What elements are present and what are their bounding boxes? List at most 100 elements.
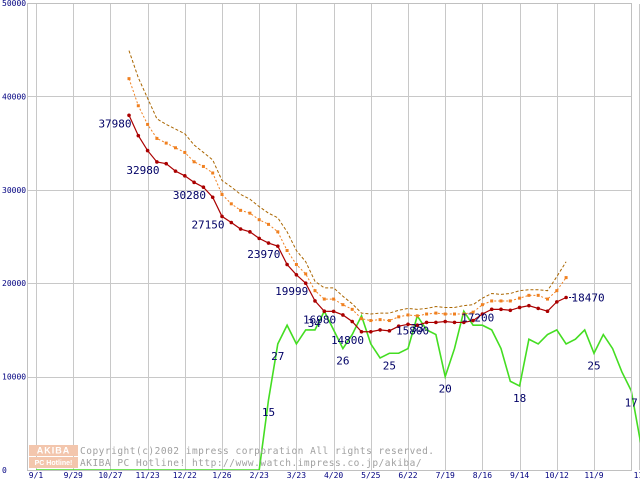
x-axis-ticks: 9/1 9/29 10/27 11/23 12/22 1/26 2/23 3/23 4/20 5/… — [29, 471, 640, 480]
average-price-point — [499, 299, 503, 303]
average-price-point — [294, 263, 298, 267]
average-price-point — [527, 293, 531, 297]
lowest-price-point — [369, 329, 373, 334]
x-tick-label: 3/23 — [287, 471, 306, 480]
x-tick-label: 9/29 — [64, 471, 83, 480]
average-price-point — [276, 230, 280, 234]
average-price-point — [332, 297, 336, 301]
lowest-price-point — [127, 113, 131, 118]
average-price-point — [462, 312, 466, 316]
data-label: 17200 — [461, 311, 494, 324]
average-price-point — [508, 299, 512, 303]
data-label: 27150 — [191, 218, 224, 231]
lowest-price-point — [248, 230, 252, 234]
average-price-point — [155, 136, 159, 140]
data-labels: 37980 32980 30280 27150 23970 19999 16980 14800… — [98, 117, 637, 419]
average-price-point — [406, 313, 410, 317]
lowest-price-point — [480, 312, 485, 316]
x-tick-label: 11/9 — [584, 471, 603, 480]
average-price-point — [369, 319, 373, 323]
lowest-price-point — [238, 227, 243, 231]
data-label: 30280 — [173, 189, 206, 202]
data-label: 34 — [308, 317, 322, 330]
average-price-point — [211, 171, 215, 175]
average-price-point — [304, 272, 308, 276]
average-price-point — [415, 314, 419, 318]
lowest-price-point — [210, 195, 215, 200]
lowest-price-point — [192, 180, 196, 185]
lowest-price-point — [471, 318, 475, 323]
lowest-price-point — [229, 220, 234, 225]
average-price-point — [267, 222, 270, 226]
average-price-point — [434, 311, 438, 315]
y-tick-label: 40000 — [2, 92, 26, 101]
lowest-price-point — [257, 236, 262, 241]
x-tick-label: 2/23 — [250, 471, 269, 480]
x-tick-label: 1/26 — [212, 471, 231, 480]
data-label: 20 — [439, 383, 452, 396]
lowest-price-point — [555, 300, 559, 304]
y-tick-label: 30000 — [2, 186, 26, 195]
lowest-price-point — [285, 262, 289, 267]
lowest-price-point — [350, 319, 355, 324]
lowest-price-point — [155, 160, 159, 164]
x-tick-label: 11/16 — [634, 471, 640, 480]
akiba-logo-text: AKIBA — [37, 446, 71, 456]
y-tick-label: 20000 — [2, 279, 26, 288]
average-price-point — [201, 164, 205, 168]
lowest-price-point — [220, 214, 224, 219]
data-label: 15 — [262, 406, 275, 419]
lowest-price-point — [536, 306, 540, 311]
data-label: 15800 — [396, 324, 429, 337]
lowest-price-point — [517, 305, 522, 310]
average-price-point — [378, 318, 382, 322]
lowest-price-point — [489, 307, 494, 312]
average-price-point — [443, 312, 447, 316]
average-price-point — [564, 276, 568, 280]
lowest-price-point — [183, 173, 187, 178]
lowest-price-point — [378, 328, 382, 332]
lowest-price-point — [276, 244, 280, 248]
lowest-price-point — [564, 295, 568, 300]
hotline-logo — [29, 457, 78, 468]
average-price-point — [360, 317, 363, 321]
data-label: 18 — [513, 392, 526, 405]
lowest-price-point — [452, 320, 457, 325]
lowest-price-point — [341, 313, 345, 317]
lowest-price-point — [303, 281, 308, 286]
average-price-point — [220, 192, 224, 196]
data-label: 18470 — [572, 291, 605, 304]
copyright-watermark: AKIBA PC Hotline! Copyright(c)2002 impre… — [29, 445, 434, 469]
x-tick-label: 9/14 — [510, 471, 529, 480]
x-tick-label: 10/27 — [98, 471, 122, 480]
average-price-point — [518, 296, 522, 300]
average-price-point — [555, 289, 559, 293]
average-price-point — [285, 249, 289, 253]
average-price-point — [146, 122, 150, 126]
lowest-price-point — [424, 320, 429, 325]
y-tick-label: 10000 — [2, 373, 26, 382]
average-price-point — [546, 297, 549, 301]
lowest-price-point — [294, 272, 299, 277]
data-label: 33 — [411, 322, 424, 335]
data-label: 16980 — [303, 313, 336, 326]
series-layer — [36, 50, 640, 471]
average-price-point — [453, 312, 456, 316]
average-price-point — [425, 312, 429, 316]
average-price-point — [174, 146, 177, 150]
lowest-price-point — [415, 323, 420, 328]
lowest-price-point — [359, 329, 364, 334]
average-price-point — [341, 303, 345, 307]
data-label: 14800 — [331, 334, 364, 347]
average-price-point — [322, 297, 326, 301]
average-price-point — [397, 315, 401, 319]
highest-price-line — [128, 50, 567, 315]
y-tick-label: 0 — [2, 466, 7, 475]
data-label: 26 — [336, 355, 349, 368]
hotline-logo-text: PC Hotline! — [35, 460, 73, 467]
data-label: 25 — [587, 359, 600, 372]
lowest-price-point — [145, 148, 150, 153]
average-price-point — [536, 293, 540, 297]
lowest-price-point — [508, 308, 513, 313]
